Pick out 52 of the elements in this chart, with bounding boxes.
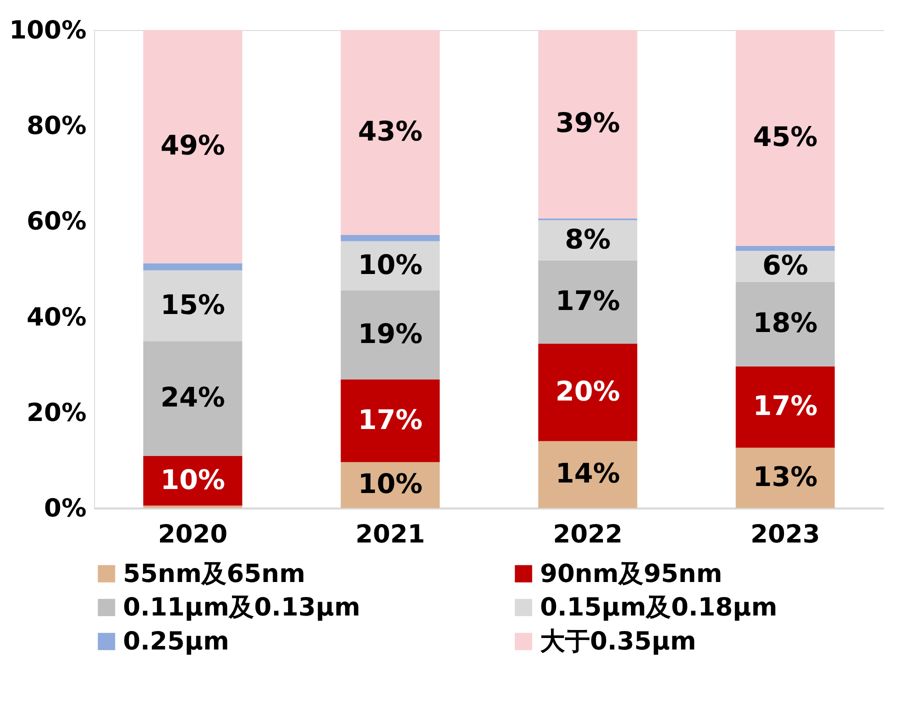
data-label: 39% bbox=[555, 108, 620, 140]
bar bbox=[736, 366, 835, 448]
bar bbox=[736, 282, 835, 367]
bar bbox=[143, 270, 242, 342]
bar bbox=[340, 379, 440, 462]
data-label: 8% bbox=[564, 224, 611, 256]
bar bbox=[736, 30, 835, 246]
data-label: 6% bbox=[762, 250, 808, 282]
y-tick-label: 80% bbox=[26, 111, 86, 140]
bar bbox=[143, 341, 242, 456]
bar bbox=[736, 448, 835, 508]
bar bbox=[538, 30, 638, 218]
bar bbox=[538, 344, 638, 442]
data-label: 49% bbox=[160, 130, 226, 162]
bar bbox=[340, 30, 440, 236]
data-label: 10% bbox=[358, 250, 423, 281]
legend-label: 90nm及95nm bbox=[540, 558, 722, 588]
y-tick-label: 60% bbox=[26, 206, 86, 236]
legend-label: 0.25μm bbox=[123, 626, 230, 656]
data-label: 14% bbox=[555, 458, 620, 490]
legend-label: 55nm及65nm bbox=[123, 558, 306, 588]
bar bbox=[143, 263, 242, 270]
bar bbox=[143, 30, 242, 264]
y-tick-label: 20% bbox=[26, 398, 86, 427]
data-label: 45% bbox=[752, 122, 818, 154]
data-label: 24% bbox=[160, 382, 226, 414]
data-label: 20% bbox=[555, 376, 620, 408]
legend-label: 0.11μm及0.13μm bbox=[123, 592, 360, 622]
x-tick-label: 2020 bbox=[158, 520, 228, 548]
data-label: 13% bbox=[752, 462, 818, 493]
x-tick-label: 2023 bbox=[750, 520, 820, 548]
bar bbox=[340, 235, 440, 242]
data-label: 10% bbox=[160, 464, 226, 496]
data-label: 43% bbox=[358, 116, 423, 148]
data-label: 18% bbox=[752, 308, 818, 340]
data-label: 15% bbox=[160, 290, 226, 321]
y-tick-label: 0% bbox=[44, 494, 86, 522]
data-label: 10% bbox=[358, 469, 423, 500]
bar bbox=[340, 290, 440, 380]
y-tick-label: 40% bbox=[26, 302, 86, 332]
bar bbox=[736, 246, 835, 251]
data-label: 19% bbox=[358, 318, 423, 350]
data-label: 17% bbox=[358, 404, 423, 436]
bar bbox=[538, 260, 638, 344]
data-label: 17% bbox=[555, 286, 620, 317]
legend-label: 大于0.35μm bbox=[540, 626, 696, 656]
legend-label: 0.15μm及0.18μm bbox=[540, 592, 778, 622]
bar bbox=[538, 441, 638, 508]
y-tick-label: 100% bbox=[9, 16, 86, 44]
data-label: 17% bbox=[752, 391, 818, 422]
x-tick-label: 2021 bbox=[355, 520, 426, 548]
x-tick-label: 2022 bbox=[552, 520, 623, 548]
